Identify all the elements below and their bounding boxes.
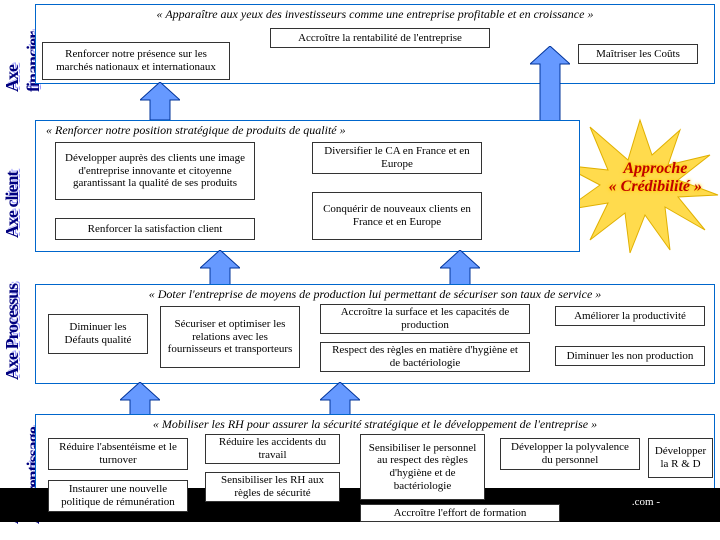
box-proc-fournisseurs: Sécuriser et optimiser les relations ave…	[160, 306, 300, 368]
box-proc-nonprod: Diminuer les non production	[555, 346, 705, 366]
footer-right: .com -	[632, 496, 660, 508]
arrow-icon	[140, 82, 180, 120]
section-client-title: « Renforcer notre position stratégique d…	[36, 121, 579, 140]
box-fin-rentabilite: Accroître la rentabilité de l'entreprise	[270, 28, 490, 48]
box-cli-satisfaction: Renforcer la satisfaction client	[55, 218, 255, 240]
box-rh-formation: Accroître l'effort de formation	[360, 504, 560, 522]
box-rh-polyvalence: Développer la polyvalence du personnel	[500, 438, 640, 470]
approche-line1: Approche	[609, 160, 702, 178]
box-fin-couts: Maîtriser les Coûts	[578, 44, 698, 64]
box-proc-productivite: Améliorer la productivité	[555, 306, 705, 326]
box-proc-hygiene: Respect des règles en matière d'hygiène …	[320, 342, 530, 372]
arrow-icon	[440, 250, 480, 288]
box-rh-rd: Développer la R & D	[648, 438, 713, 478]
box-cli-conquerir: Conquérir de nouveaux clients en France …	[312, 192, 482, 240]
box-fin-presence: Renforcer notre présence sur les marchés…	[42, 42, 230, 80]
section-processus-title: « Doter l'entreprise de moyens de produc…	[36, 285, 714, 304]
box-rh-accidents: Réduire les accidents du travail	[205, 434, 340, 464]
box-rh-absenteisme: Réduire l'absentéisme et le turnover	[48, 438, 188, 470]
box-rh-remuneration: Instaurer une nouvelle politique de rému…	[48, 480, 188, 512]
approche-label: Approche « Crédibilité »	[609, 160, 702, 196]
section-financier-title: « Apparaître aux yeux des investisseurs …	[36, 5, 714, 24]
arrow-icon	[200, 250, 240, 288]
box-cli-diversifier: Diversifier le CA en France et en Europe	[312, 142, 482, 174]
box-proc-defauts: Diminuer les Défauts qualité	[48, 314, 148, 354]
arrow-icon	[530, 46, 570, 124]
axis-processus: Axe Processus	[2, 280, 23, 380]
box-rh-sensibiliser: Sensibiliser le personnel au respect des…	[360, 434, 485, 500]
axis-client: Axe client	[2, 138, 23, 238]
approche-line2: « Crédibilité »	[609, 178, 702, 196]
box-rh-securite: Sensibiliser les RH aux règles de sécuri…	[205, 472, 340, 502]
box-proc-capacites: Accroître la surface et les capacités de…	[320, 304, 530, 334]
section-rh-title: « Mobiliser les RH pour assurer la sécur…	[36, 415, 714, 434]
box-cli-image: Développer auprès des clients une image …	[55, 142, 255, 200]
